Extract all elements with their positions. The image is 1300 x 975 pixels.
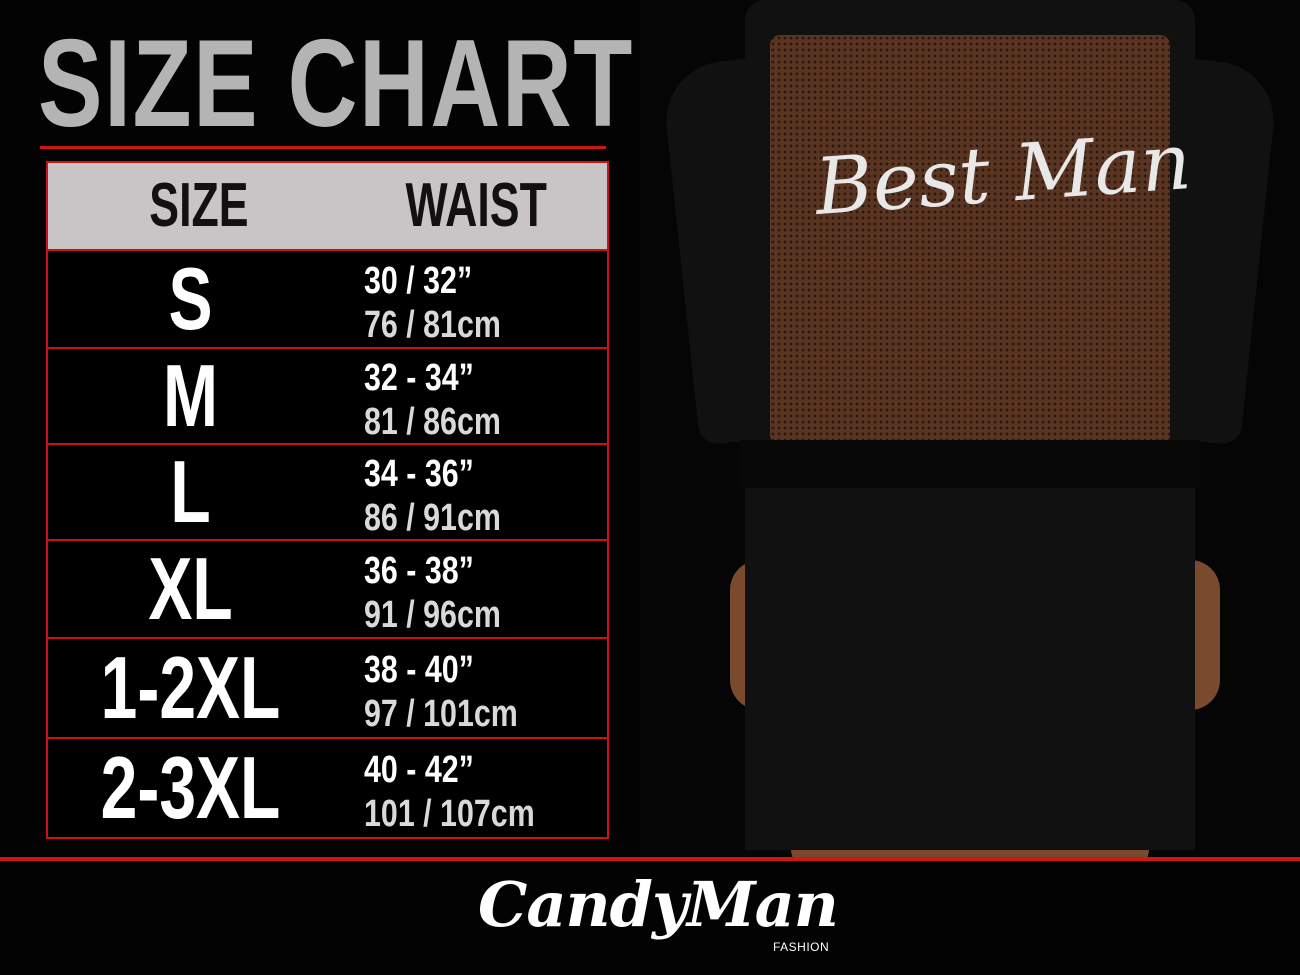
brand-logo: CandyMan FASHION (478, 868, 839, 958)
waist-inches: 38 - 40” (364, 649, 474, 691)
table-header: SIZE WAIST (48, 163, 607, 251)
waist-cm: 101 / 107cm (364, 793, 535, 835)
waist-inches: 36 - 38” (364, 550, 474, 592)
header-size: SIZE (149, 171, 249, 240)
page-title: SIZE CHART (38, 15, 634, 153)
table-row: S 30 / 32” 76 / 81cm (48, 251, 607, 349)
waist-cm: 86 / 91cm (364, 497, 501, 539)
size-table: SIZE WAIST S 30 / 32” 76 / 81cm M 32 - 34… (46, 161, 609, 839)
size-label: S (168, 249, 213, 348)
waist-cm: 97 / 101cm (364, 693, 518, 735)
waist-inches: 34 - 36” (364, 453, 474, 495)
size-label: XL (148, 539, 233, 638)
mesh-panel (770, 35, 1170, 445)
logo-brand: CandyMan (478, 868, 839, 941)
table-row: 2-3XL 40 - 42” 101 / 107cm (48, 739, 607, 837)
table-row: XL 36 - 38” 91 / 96cm (48, 541, 607, 639)
size-label: M (163, 346, 218, 445)
waist-cm: 81 / 86cm (364, 401, 501, 443)
size-label: 2-3XL (100, 738, 281, 837)
waist-cm: 91 / 96cm (364, 594, 501, 636)
footer-divider (0, 857, 1300, 861)
product-photo: Best Man (640, 0, 1300, 857)
belt (740, 440, 1200, 488)
waist-inches: 30 / 32” (364, 260, 473, 302)
size-label: 1-2XL (100, 638, 281, 737)
title-divider (40, 146, 606, 149)
logo-sub: FASHION (773, 940, 830, 954)
table-row: M 32 - 34” 81 / 86cm (48, 349, 607, 445)
size-label: L (170, 442, 211, 541)
header-waist: WAIST (405, 171, 547, 240)
waist-inches: 40 - 42” (364, 749, 474, 791)
waist-inches: 32 - 34” (364, 357, 474, 399)
table-row: L 34 - 36” 86 / 91cm (48, 445, 607, 541)
waist-cm: 76 / 81cm (364, 304, 501, 346)
table-row: 1-2XL 38 - 40” 97 / 101cm (48, 639, 607, 739)
